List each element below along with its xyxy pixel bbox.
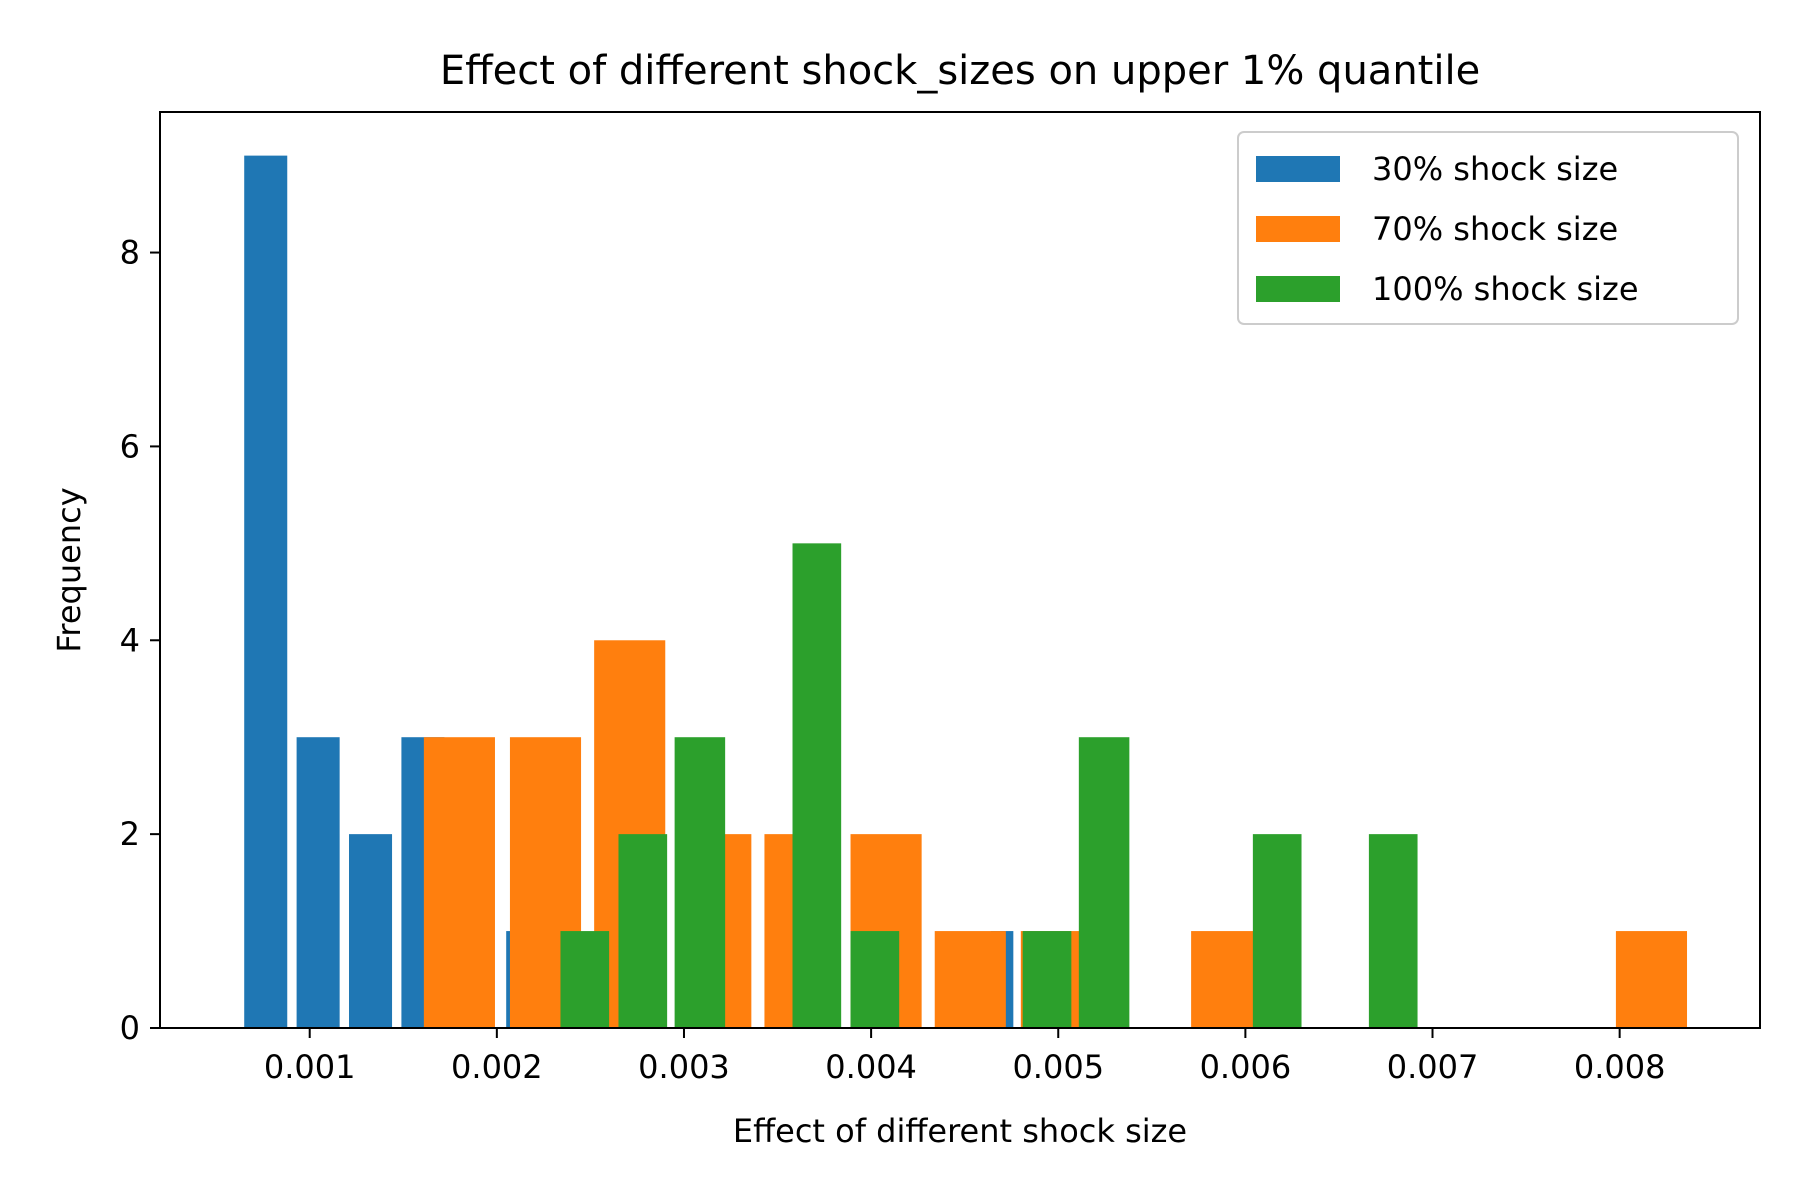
bar-2-6 xyxy=(1078,737,1130,1028)
bar-2-4 xyxy=(850,931,900,1028)
bar-2-1 xyxy=(618,834,668,1028)
legend-label-2: 100% shock size xyxy=(1372,270,1639,308)
bars-layer xyxy=(244,155,1688,1029)
bar-2-5 xyxy=(1022,931,1072,1028)
bar-2-7 xyxy=(1252,834,1302,1028)
y-axis-ticks: 0 2 4 6 8 xyxy=(120,234,160,1047)
bar-2-8 xyxy=(1368,834,1418,1028)
y-axis-label: Frequency xyxy=(50,487,88,652)
x-tick-label-0: 0.001 xyxy=(264,1048,356,1086)
x-tick-label-3: 0.004 xyxy=(825,1048,917,1086)
legend-label-0: 30% shock size xyxy=(1372,150,1618,188)
x-tick-label-2: 0.003 xyxy=(638,1048,730,1086)
x-tick-label-5: 0.006 xyxy=(1200,1048,1292,1086)
y-tick-label-3: 6 xyxy=(120,427,140,465)
chart-title: Effect of different shock_sizes on upper… xyxy=(440,48,1480,94)
bar-1-6 xyxy=(934,931,1006,1028)
plot-frame xyxy=(159,111,1761,1029)
y-tick-label-4: 8 xyxy=(120,234,140,272)
bar-0-2 xyxy=(349,834,393,1028)
bar-2-0 xyxy=(560,931,610,1028)
bar-1-8 xyxy=(1191,931,1257,1028)
bar-0-1 xyxy=(296,737,340,1028)
legend-swatch-2 xyxy=(1256,276,1340,302)
x-axis-label: Effect of different shock size xyxy=(733,1112,1187,1150)
bar-2-3 xyxy=(792,543,842,1028)
bar-1-0 xyxy=(423,737,495,1028)
legend-swatch-1 xyxy=(1256,216,1340,242)
x-tick-label-1: 0.002 xyxy=(451,1048,543,1086)
bar-2-2 xyxy=(674,737,726,1028)
series-2 xyxy=(560,543,1418,1028)
bar-1-9 xyxy=(1615,931,1688,1028)
legend-swatch-0 xyxy=(1256,156,1340,182)
x-axis-ticks: 0.001 0.002 0.003 0.004 0.005 0.006 0.007 0.008 xyxy=(264,1028,1666,1086)
x-tick-label-4: 0.005 xyxy=(1012,1048,1104,1086)
x-tick-label-6: 0.007 xyxy=(1387,1048,1479,1086)
bar-0-0 xyxy=(244,155,288,1029)
x-tick-label-7: 0.008 xyxy=(1574,1048,1666,1086)
y-tick-label-0: 0 xyxy=(120,1009,140,1047)
legend-label-1: 70% shock size xyxy=(1372,210,1618,248)
legend: 30% shock size 70% shock size 100% shock s… xyxy=(1237,131,1739,325)
y-tick-label-2: 4 xyxy=(120,621,140,659)
y-tick-label-1: 2 xyxy=(120,815,140,853)
legend-box xyxy=(1237,131,1739,325)
